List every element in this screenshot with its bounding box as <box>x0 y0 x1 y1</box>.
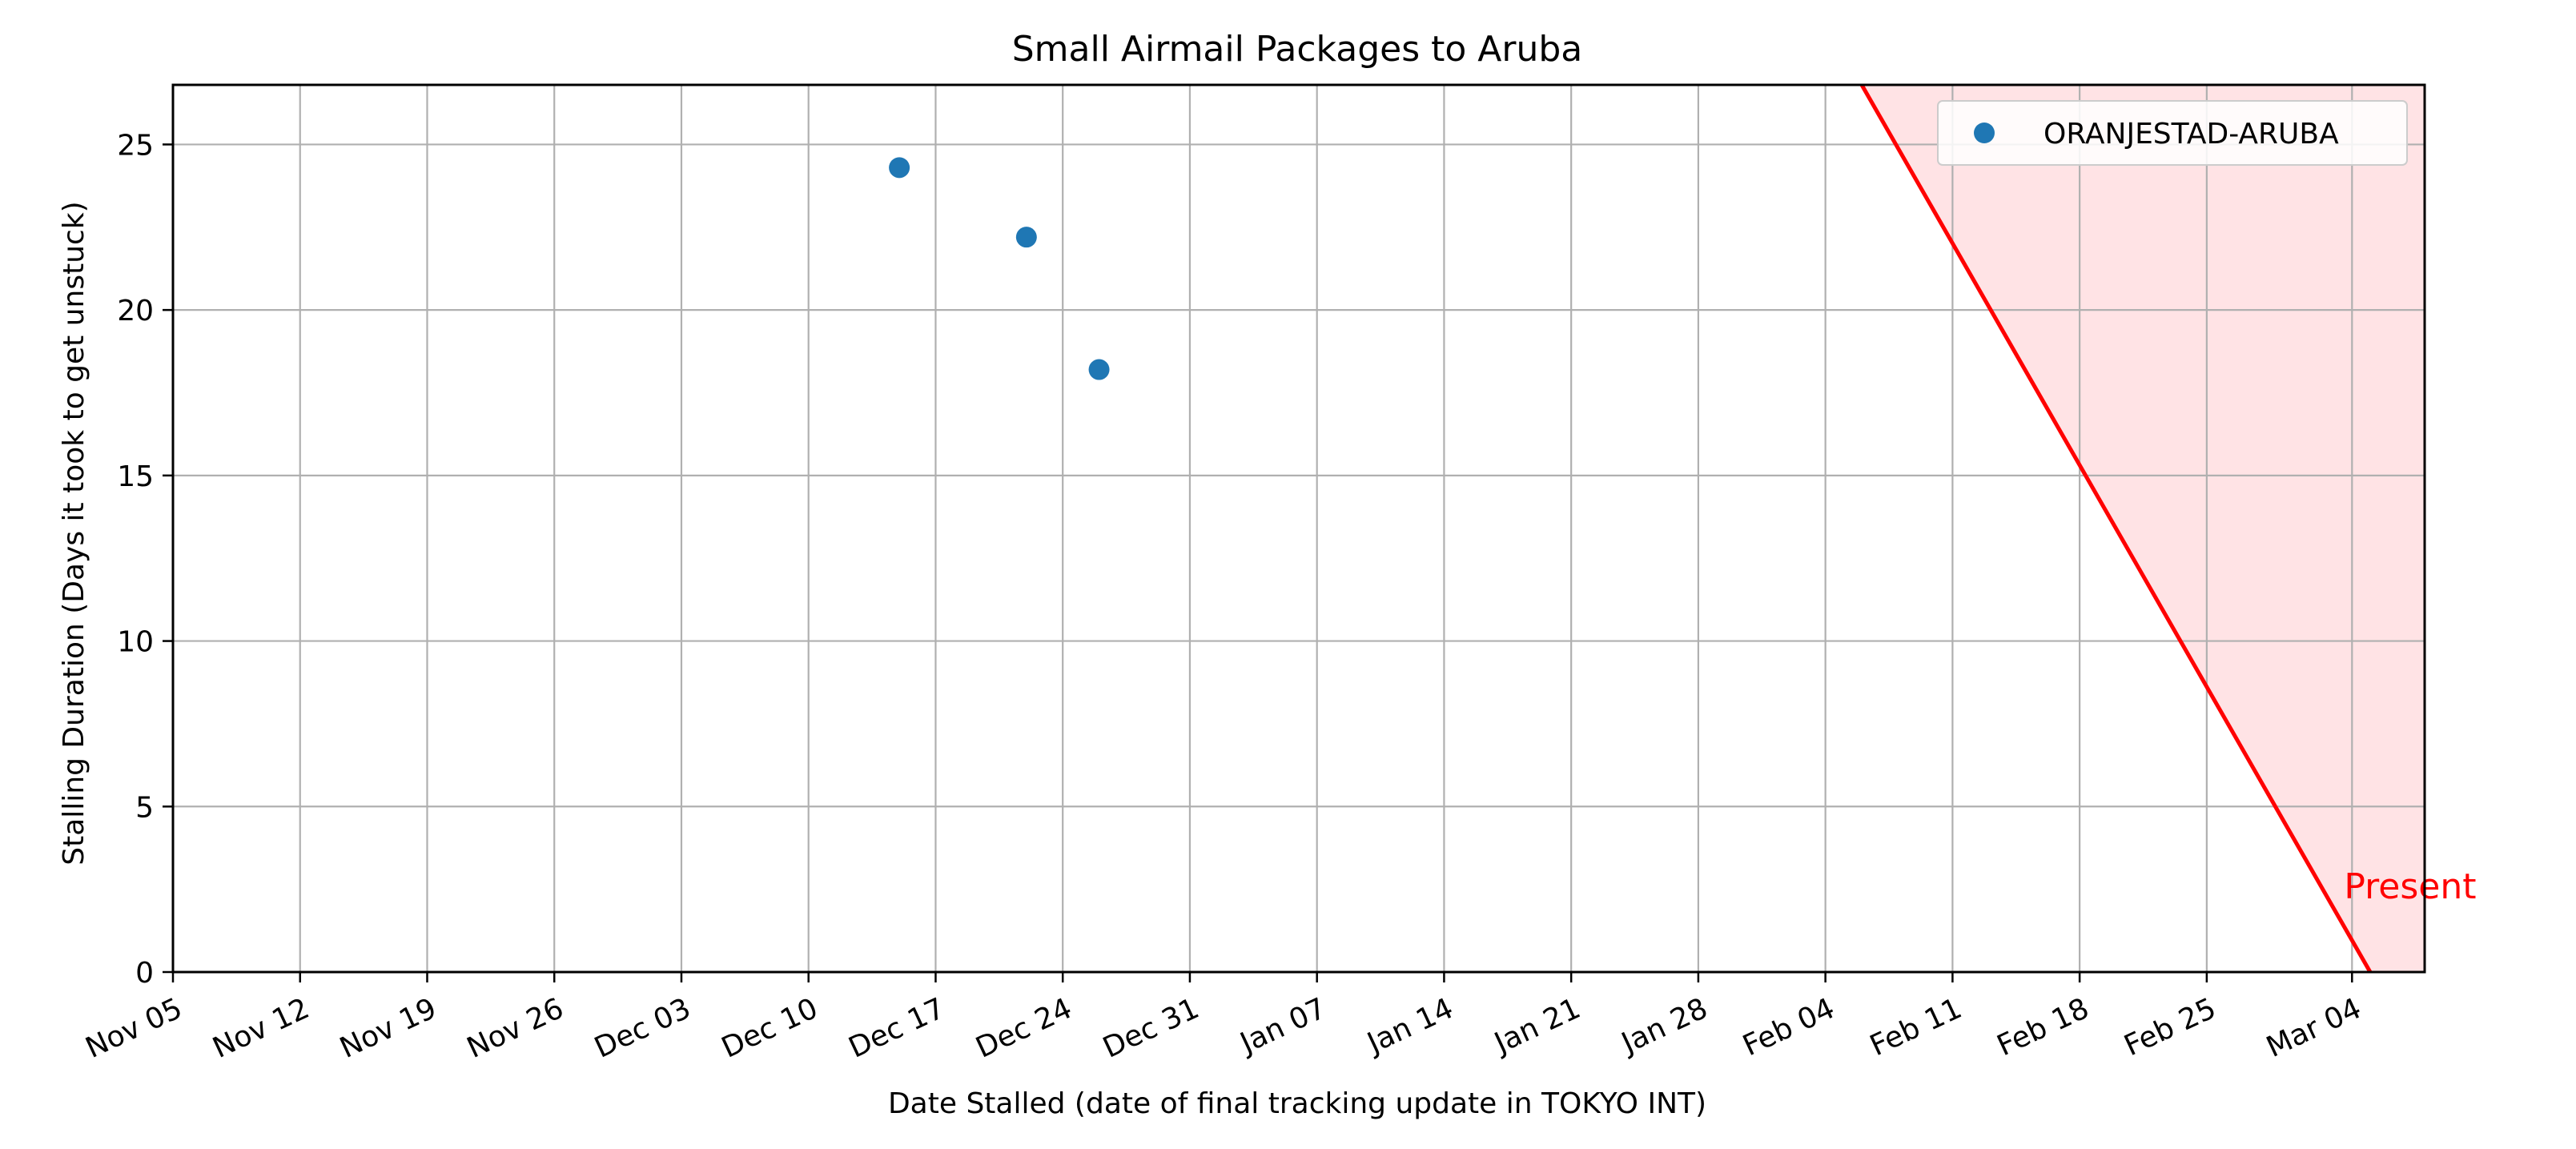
present-line <box>1859 85 2373 972</box>
y-tick-label: 5 <box>135 791 154 824</box>
legend-box <box>1937 100 2408 166</box>
legend-marker <box>1974 123 1995 143</box>
y-tick-label: 20 <box>117 295 154 327</box>
data-point <box>1088 359 1110 380</box>
y-tick-label: 10 <box>117 626 154 659</box>
data-point <box>1015 227 1037 248</box>
chart-title: Small Airmail Packages to Aruba <box>1012 29 1583 70</box>
present-label: Present <box>2344 866 2476 907</box>
y-tick-label: 0 <box>135 957 154 990</box>
y-axis-label: Stalling Duration (Days it took to get u… <box>58 201 90 865</box>
y-tick-label: 25 <box>117 129 154 162</box>
plot-frame <box>171 83 2426 974</box>
y-tick-label: 15 <box>117 460 154 493</box>
data-point <box>889 157 910 179</box>
x-axis-label: Date Stalled (date of final tracking upd… <box>888 1087 1706 1120</box>
present-shaded-region <box>1862 85 2425 972</box>
legend-label: ORANJESTAD-ARUBA <box>2044 118 2339 151</box>
